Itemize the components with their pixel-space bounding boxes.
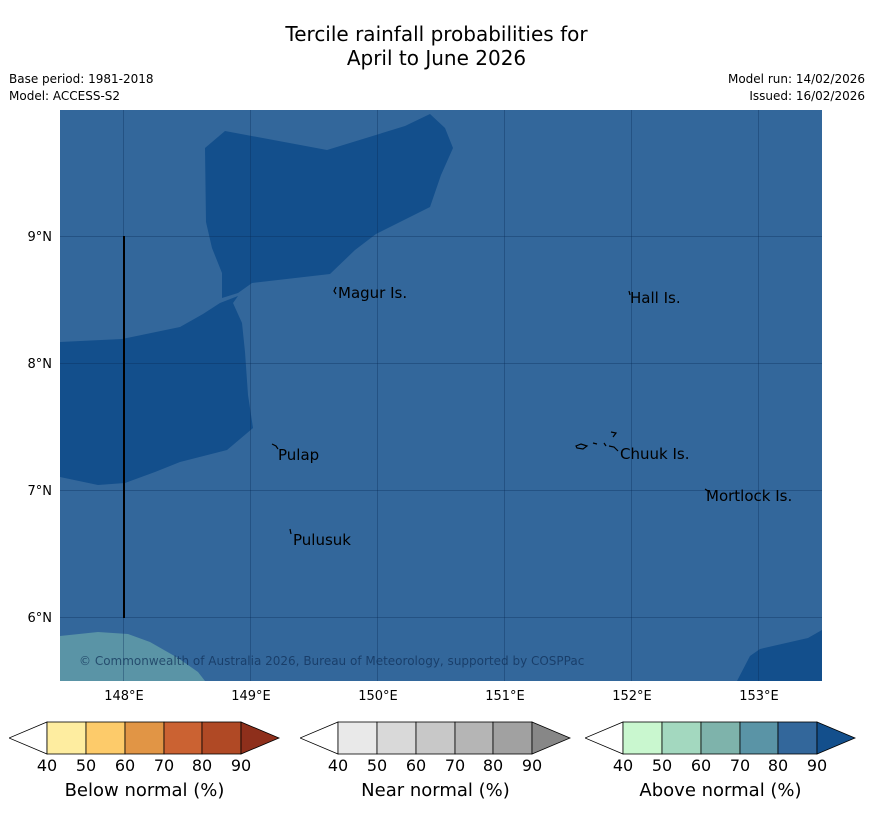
colorbar-above-segment-3 [700, 721, 741, 755]
island-label-hall: Hall Is. [630, 289, 681, 307]
colorbar-above-segment-1 [622, 721, 663, 755]
colorbar-below-normal: 40 50 60 70 80 90 Below normal (%) [7, 720, 281, 801]
colorbar-below-segment-3 [124, 721, 165, 755]
island-outline-chuuk-1 [575, 443, 589, 450]
colorbar-near-tick: 70 [444, 756, 466, 775]
colorbar-above-label: Above normal (%) [639, 780, 802, 801]
meta-right: Model run: 14/02/2026 Issued: 16/02/2026 [728, 71, 865, 105]
title-line-2: April to June 2026 [346, 46, 527, 70]
colorbar-above-tick: 70 [729, 756, 751, 775]
island-label-mortlock: Mortlock Is. [706, 487, 792, 505]
colorbar-near-normal: 40 50 60 70 80 90 Near normal (%) [298, 720, 572, 801]
island-outline-pulap [271, 443, 279, 450]
x-tick-149: 149°E [231, 689, 271, 704]
colorbar-below-segment-0 [7, 721, 48, 755]
colorbar-near-segment-2 [376, 721, 417, 755]
x-tick-152: 152°E [612, 689, 652, 704]
island-label-pulap: Pulap [278, 446, 319, 464]
island-outline-chuuk-2 [592, 442, 598, 445]
colorbar-near-normal-graphic [298, 721, 572, 755]
probability-zone-southeast [737, 630, 822, 681]
colorbar-above-tick: 50 [651, 756, 673, 775]
island-label-chuuk: Chuuk Is. [620, 445, 689, 463]
model-name: Model: ACCESS-S2 [9, 89, 121, 103]
x-tick-148: 148°E [104, 689, 144, 704]
colorbar-below-tick: 70 [153, 756, 175, 775]
colorbar-above-tick: 40 [612, 756, 634, 775]
x-tick-151: 151°E [485, 689, 525, 704]
colorbar-below-ticks: 40 50 60 70 80 90 [9, 756, 280, 778]
y-tick-7n: 7°N [28, 484, 53, 499]
meta-left: Base period: 1981-2018 Model: ACCESS-S2 [9, 71, 154, 105]
colorbar-near-tick: 50 [366, 756, 388, 775]
map-area: Magur Is. Hall Is. Pulap Chuuk Is. Mortl… [60, 110, 822, 681]
island-outline-pulusuk [289, 528, 292, 535]
colorbar-near-tick: 40 [327, 756, 349, 775]
colorbar-above-normal: 40 50 60 70 80 90 Above normal (%) [583, 720, 857, 801]
colorbar-near-tick: 80 [482, 756, 504, 775]
colorbar-above-ticks: 40 50 60 70 80 90 [585, 756, 856, 778]
y-tick-6n: 6°N [28, 611, 53, 626]
colorbar-above-segment-0 [583, 721, 624, 755]
colorbar-below-label: Below normal (%) [64, 780, 225, 801]
copyright-notice: © Commonwealth of Australia 2026, Bureau… [79, 654, 584, 668]
probability-zone-southwest [60, 632, 205, 681]
map-title: Tercile rainfall probabilities for April… [0, 22, 873, 70]
model-run: Model run: 14/02/2026 [727, 72, 865, 86]
colorbar-near-tick: 90 [521, 756, 543, 775]
colorbar-near-segment-5 [492, 721, 533, 755]
colorbar-below-segment-1 [46, 721, 87, 755]
island-outline-chuuk-4 [610, 431, 618, 438]
y-tick-8n: 8°N [28, 357, 53, 372]
colorbar-above-tick: 90 [806, 756, 828, 775]
colorbar-below-segment-5 [201, 721, 242, 755]
colorbar-above-normal-graphic [583, 721, 857, 755]
island-outlines [271, 286, 709, 535]
x-tick-150: 150°E [358, 689, 398, 704]
x-axis-labels: 148°E 149°E 150°E 151°E 152°E 153°E [104, 689, 779, 704]
island-outline-hall [628, 290, 631, 296]
probability-zone-north [205, 114, 453, 298]
colorbar-below-tick: 90 [230, 756, 252, 775]
colorbar-above-segment-4 [739, 721, 779, 755]
colorbar-below-segment-6 [240, 721, 281, 755]
island-labels: Magur Is. Hall Is. Pulap Chuuk Is. Mortl… [278, 284, 792, 549]
colorbar-above-tick: 60 [690, 756, 712, 775]
colorbar-near-tick: 60 [405, 756, 427, 775]
island-outline-mortlock [704, 488, 709, 492]
probability-zone-west [60, 296, 253, 485]
colorbar-below-normal-graphic [7, 721, 281, 755]
map-figure: Magur Is. Hall Is. Pulap Chuuk Is. Mortl… [28, 110, 822, 704]
colorbar-below-tick: 40 [36, 756, 58, 775]
colorbar-below-segment-4 [163, 721, 203, 755]
island-label-magur: Magur Is. [338, 284, 407, 302]
island-outline-chuuk-3 [603, 442, 607, 447]
colorbar-near-segment-3 [415, 721, 456, 755]
colorbar-above-segment-5 [777, 721, 818, 755]
colorbar-below-tick: 80 [191, 756, 213, 775]
colorbar-near-segment-0 [298, 721, 339, 755]
colorbar-below-tick: 60 [114, 756, 136, 775]
colorbar-below-tick: 50 [75, 756, 97, 775]
title-line-1: Tercile rainfall probabilities for [285, 22, 588, 46]
colorbar-near-segment-6 [531, 721, 572, 755]
island-label-pulusuk: Pulusuk [293, 531, 351, 549]
y-tick-9n: 9°N [28, 230, 53, 245]
issued-date: Issued: 16/02/2026 [749, 89, 865, 103]
y-axis-labels: 9°N 8°N 7°N 6°N [28, 230, 53, 626]
colorbar-near-segment-4 [454, 721, 494, 755]
base-period: Base period: 1981-2018 [9, 72, 154, 86]
x-tick-153: 153°E [739, 689, 779, 704]
colorbar-above-tick: 80 [767, 756, 789, 775]
colorbar-near-label: Near normal (%) [361, 780, 510, 801]
colorbar-below-segment-2 [85, 721, 126, 755]
colorbar-near-segment-1 [337, 721, 378, 755]
colorbar-near-ticks: 40 50 60 70 80 90 [300, 756, 571, 778]
island-outline-magur [333, 286, 337, 295]
island-outline-chuuk-5 [608, 445, 619, 452]
colorbar-above-segment-2 [661, 721, 702, 755]
colorbar-above-segment-6 [816, 721, 857, 755]
